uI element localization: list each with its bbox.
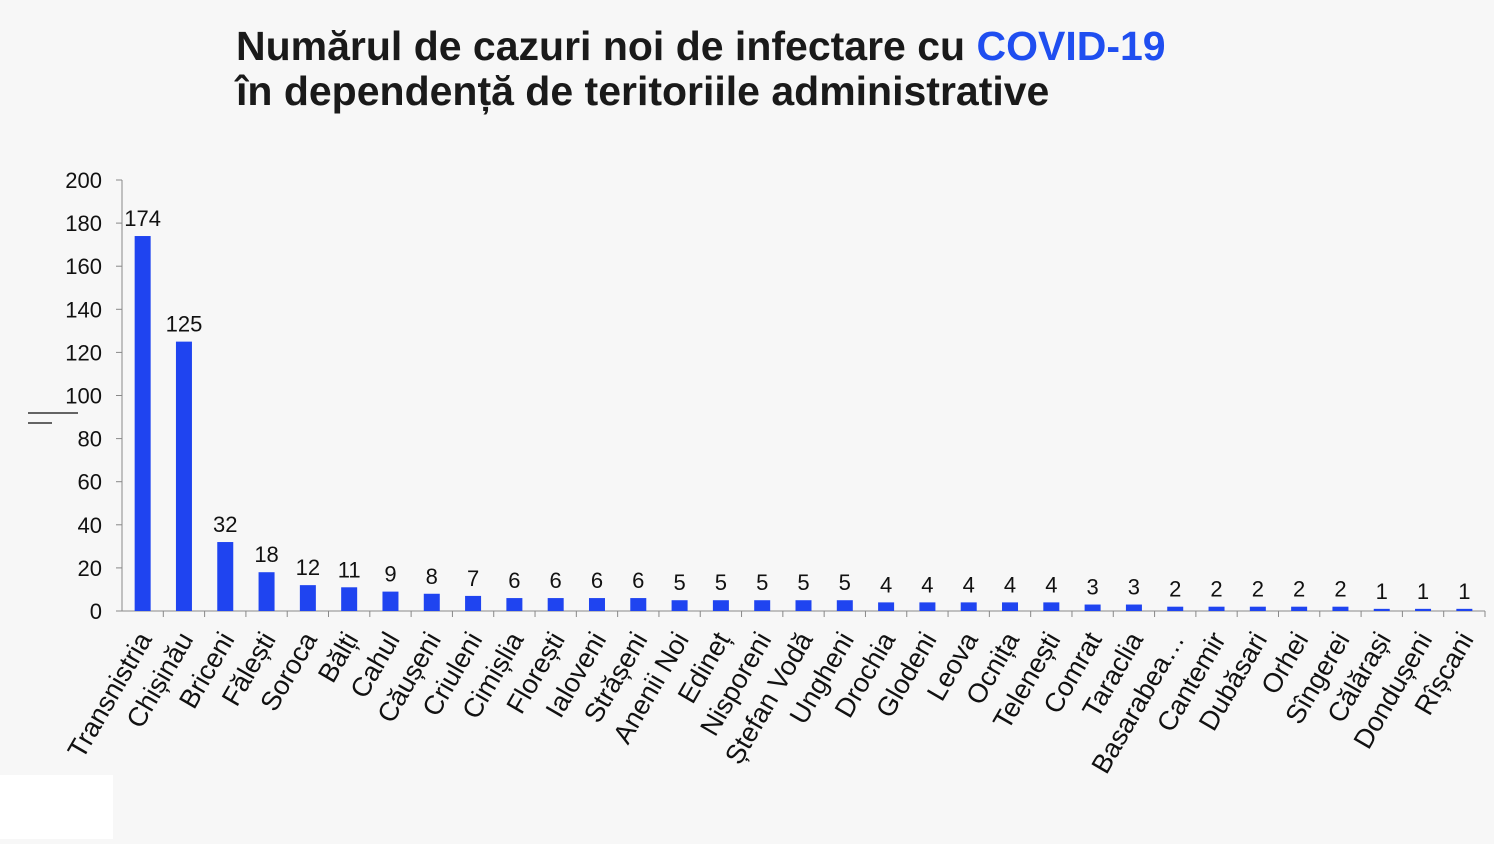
bar [960,602,977,611]
bar [1373,608,1390,611]
bar [1456,608,1473,611]
chart-title: Numărul de cazuri noi de infectare cu CO… [236,23,1166,69]
value-label: 11 [338,557,361,582]
bar [299,585,316,611]
y-tick-label: 20 [78,556,102,581]
value-label: 5 [715,570,727,595]
bar [1415,608,1432,611]
bar [588,598,605,611]
value-label: 32 [213,512,237,537]
bar [1084,604,1101,611]
bar [382,591,399,611]
value-label: 125 [166,312,203,337]
y-tick-label: 160 [65,254,102,279]
value-label: 1 [1376,579,1388,604]
bar [506,598,523,611]
value-label: 1 [1417,579,1429,604]
bar [134,236,151,611]
value-label: 6 [550,568,562,593]
value-label: 4 [921,572,933,597]
y-tick-label: 60 [78,470,102,495]
bar [465,595,482,611]
value-label: 3 [1086,575,1098,600]
bar [1125,604,1142,611]
bar [1332,606,1349,611]
value-label: 8 [426,564,438,589]
value-label: 174 [124,206,161,231]
value-label: 4 [1045,572,1057,597]
value-label: 12 [296,555,320,580]
bar [1043,602,1060,611]
bar [630,598,647,611]
y-tick-label: 80 [78,427,102,452]
value-label: 6 [632,568,644,593]
y-tick-label: 200 [65,168,102,193]
y-tick-label: 180 [65,211,102,236]
value-label: 2 [1169,577,1181,602]
value-label: 4 [880,572,892,597]
value-label: 4 [1004,572,1016,597]
value-label: 5 [673,570,685,595]
bar [919,602,936,611]
value-label: 2 [1252,577,1264,602]
value-label: 2 [1334,577,1346,602]
bar [217,542,234,611]
value-label: 7 [467,566,479,591]
y-tick-label: 100 [65,384,102,409]
bar [175,341,192,611]
bar [754,600,771,611]
bar [1208,606,1225,611]
value-label: 6 [591,568,603,593]
bar [836,600,853,611]
bar [1167,606,1184,611]
bar [423,593,440,611]
value-label: 2 [1293,577,1305,602]
bar [1002,602,1019,611]
bar [712,600,729,611]
value-label: 9 [384,562,396,587]
bar [1249,606,1266,611]
value-label: 5 [756,570,768,595]
value-label: 18 [254,542,278,567]
value-label: 3 [1128,575,1140,600]
corner-patch [0,775,113,839]
value-label: 6 [508,568,520,593]
bar [795,600,812,611]
y-tick-label: 140 [65,297,102,322]
title-line1: Numărul de cazuri noi de infectare cu [236,23,976,69]
bar [878,602,895,611]
y-tick-label: 40 [78,513,102,538]
bar [258,572,275,611]
value-label: 5 [797,570,809,595]
bar [341,587,358,611]
value-label: 1 [1458,579,1470,604]
value-label: 4 [963,572,975,597]
title-highlight: COVID-19 [976,23,1165,69]
value-label: 5 [839,570,851,595]
y-tick-label: 0 [90,599,102,624]
chart-subtitle: în dependență de teritoriile administrat… [234,68,1049,114]
bar [1291,606,1308,611]
value-label: 2 [1210,577,1222,602]
bar [547,598,564,611]
y-tick-label: 120 [65,340,102,365]
bar [671,600,688,611]
